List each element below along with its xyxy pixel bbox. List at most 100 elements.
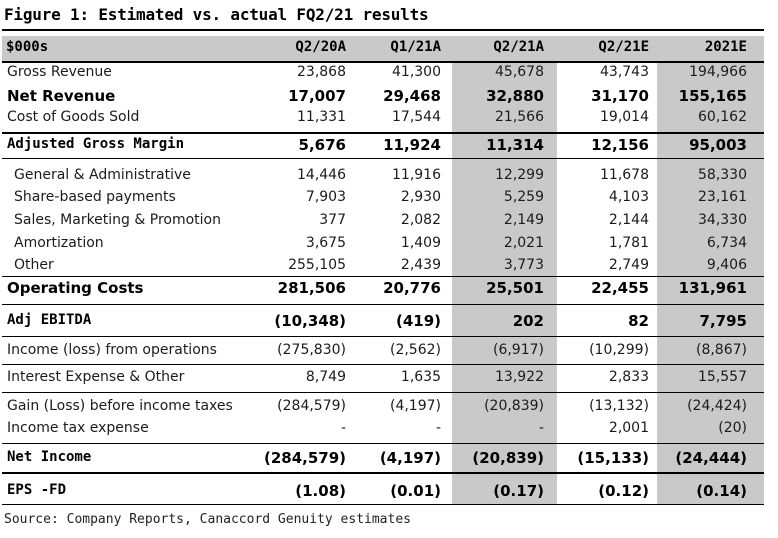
table-row: Gain (Loss) before income taxes (284,579)… bbox=[0, 398, 778, 418]
row-label: Income tax expense bbox=[7, 420, 149, 436]
row-value: (24,424) bbox=[687, 398, 747, 414]
row-value: 23,868 bbox=[297, 64, 346, 80]
row-value: 32,880 bbox=[486, 87, 544, 105]
row-value: 4,103 bbox=[608, 189, 649, 205]
row-label: Amortization bbox=[14, 235, 104, 251]
row-value: (284,579) bbox=[277, 398, 346, 414]
row-value: 255,105 bbox=[288, 257, 346, 273]
table-row: Adjusted Gross Margin 5,676 11,924 11,314 12… bbox=[0, 136, 778, 156]
row-label: Other bbox=[14, 257, 54, 273]
row-label: Gain (Loss) before income taxes bbox=[7, 398, 233, 414]
row-value: (0.12) bbox=[598, 482, 649, 500]
row-value: - bbox=[435, 420, 441, 436]
table-row: Share-based payments 7,903 2,930 5,259 4,103… bbox=[0, 189, 778, 209]
row-value: (10,299) bbox=[589, 342, 649, 358]
row-value: (15,133) bbox=[577, 449, 649, 467]
row-value: 14,446 bbox=[297, 167, 346, 183]
header-col-q221a: Q2/21A bbox=[493, 39, 544, 55]
row-value: 5,676 bbox=[298, 136, 346, 154]
row-value: 2,749 bbox=[608, 257, 649, 273]
row-label: Cost of Goods Sold bbox=[7, 109, 140, 125]
row-value: (6,917) bbox=[492, 342, 544, 358]
row-divider bbox=[2, 392, 764, 393]
row-value: 95,003 bbox=[689, 136, 747, 154]
row-value: 58,330 bbox=[698, 167, 747, 183]
row-value: 60,162 bbox=[698, 109, 747, 125]
row-value: 34,330 bbox=[698, 212, 747, 228]
row-value: 2,021 bbox=[503, 235, 544, 251]
row-value: 377 bbox=[319, 212, 346, 228]
row-value: 13,922 bbox=[495, 369, 544, 385]
header-units-label: $000s bbox=[6, 39, 49, 55]
row-value: (0.14) bbox=[696, 482, 747, 500]
table-row: Cost of Goods Sold 11,331 17,544 21,566 19,0… bbox=[0, 109, 778, 129]
row-value: 155,165 bbox=[678, 87, 747, 105]
row-value: 11,314 bbox=[486, 136, 544, 154]
table-row: Other 255,105 2,439 3,773 2,749 9,406 bbox=[0, 257, 778, 277]
row-value: 23,161 bbox=[698, 189, 747, 205]
title-divider bbox=[2, 29, 764, 31]
row-value: (13,132) bbox=[589, 398, 649, 414]
table-row: Sales, Marketing & Promotion 377 2,082 2,14… bbox=[0, 212, 778, 232]
row-value: 8,749 bbox=[305, 369, 346, 385]
row-value: 11,924 bbox=[383, 136, 441, 154]
row-value: 202 bbox=[512, 312, 544, 330]
row-value: 20,776 bbox=[383, 279, 441, 297]
row-label: Adjusted Gross Margin bbox=[7, 136, 185, 152]
row-value: (20,839) bbox=[484, 398, 544, 414]
row-divider bbox=[2, 276, 764, 277]
row-value: 19,014 bbox=[600, 109, 649, 125]
row-value: (20,839) bbox=[472, 449, 544, 467]
header-divider bbox=[2, 61, 764, 63]
row-label: Share-based payments bbox=[14, 189, 176, 205]
row-value: 5,259 bbox=[503, 189, 544, 205]
table-row: General & Administrative 14,446 11,916 12,2… bbox=[0, 167, 778, 187]
row-value: 11,916 bbox=[392, 167, 441, 183]
row-value: 22,455 bbox=[591, 279, 649, 297]
row-value: (8,867) bbox=[695, 342, 747, 358]
row-value: 12,299 bbox=[495, 167, 544, 183]
row-label: EPS -FD bbox=[7, 482, 67, 498]
row-value: (10,348) bbox=[274, 312, 346, 330]
header-col-2021e: 2021E bbox=[704, 39, 747, 55]
row-value: (2,562) bbox=[389, 342, 441, 358]
row-divider bbox=[2, 132, 764, 134]
header-col-q221e: Q2/21E bbox=[598, 39, 649, 55]
table-row: Operating Costs 281,506 20,776 25,501 22,455… bbox=[0, 279, 778, 299]
row-value: 11,331 bbox=[297, 109, 346, 125]
row-label: Interest Expense & Other bbox=[7, 369, 185, 385]
row-value: 31,170 bbox=[591, 87, 649, 105]
row-value: 3,675 bbox=[305, 235, 346, 251]
row-divider bbox=[2, 364, 764, 365]
row-value: 2,439 bbox=[400, 257, 441, 273]
row-value: 1,409 bbox=[400, 235, 441, 251]
row-divider bbox=[2, 304, 764, 305]
table-row: Gross Revenue 23,868 41,300 45,678 43,743 194… bbox=[0, 64, 778, 84]
table-row: Net Income (284,579) (4,197) (20,839) (15,13… bbox=[0, 449, 778, 469]
row-value: 15,557 bbox=[698, 369, 747, 385]
row-label: Operating Costs bbox=[7, 279, 144, 297]
row-value: (1.08) bbox=[295, 482, 346, 500]
row-value: 7,795 bbox=[699, 312, 747, 330]
row-value: (4,197) bbox=[379, 449, 441, 467]
table-row: Interest Expense & Other 8,749 1,635 13,922… bbox=[0, 369, 778, 389]
row-value: (4,197) bbox=[389, 398, 441, 414]
row-label: General & Administrative bbox=[14, 167, 191, 183]
row-value: 131,961 bbox=[678, 279, 747, 297]
row-value: 41,300 bbox=[392, 64, 441, 80]
row-value: (284,579) bbox=[263, 449, 346, 467]
row-value: 2,001 bbox=[608, 420, 649, 436]
table-row: Income (loss) from operations (275,830) (2… bbox=[0, 342, 778, 362]
row-value: 9,406 bbox=[706, 257, 747, 273]
row-divider bbox=[2, 158, 764, 159]
row-value: 11,678 bbox=[600, 167, 649, 183]
row-value: - bbox=[538, 420, 544, 436]
table-row: Adj EBITDA (10,348) (419) 202 82 7,795 bbox=[0, 312, 778, 332]
row-value: 3,773 bbox=[503, 257, 544, 273]
row-value: 7,903 bbox=[305, 189, 346, 205]
table-row: Net Revenue 17,007 29,468 32,880 31,170 155,1… bbox=[0, 87, 778, 107]
row-value: 1,781 bbox=[608, 235, 649, 251]
table-row: EPS -FD (1.08) (0.01) (0.17) (0.12) (0.14) bbox=[0, 482, 778, 502]
row-value: (0.01) bbox=[390, 482, 441, 500]
row-value: 12,156 bbox=[591, 136, 649, 154]
